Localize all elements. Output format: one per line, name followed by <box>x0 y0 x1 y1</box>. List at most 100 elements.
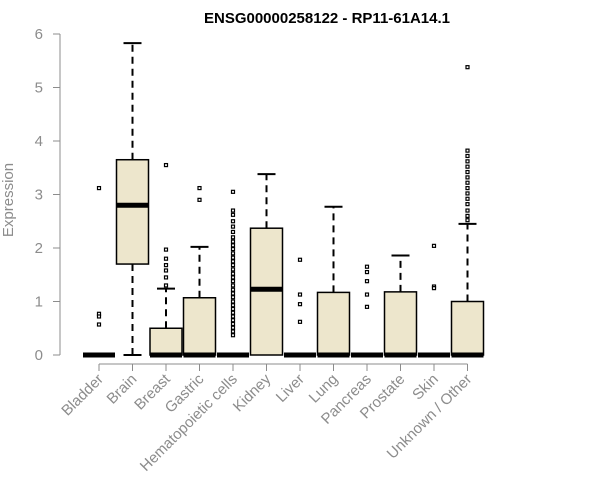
outlier-point <box>465 159 470 164</box>
outlier-point <box>230 208 236 213</box>
outlier-point <box>465 169 470 175</box>
box-iqr <box>182 297 217 356</box>
outlier-point <box>465 191 470 196</box>
outlier-point <box>230 271 236 276</box>
boxes <box>83 42 485 358</box>
outlier-point <box>465 180 470 185</box>
box-6 <box>284 257 316 358</box>
outlier-point <box>230 259 236 264</box>
box-iqr <box>316 291 351 356</box>
outlier-point <box>431 243 437 248</box>
outlier-point <box>230 267 236 272</box>
outlier-point <box>297 257 303 262</box>
outlier-point <box>230 333 236 338</box>
y-tick-label: 1 <box>35 294 43 311</box>
outlier-point <box>297 302 303 307</box>
outlier-point <box>465 185 470 191</box>
y-axis-label: Expression <box>0 163 17 237</box>
outlier-point <box>230 263 236 268</box>
outlier-point <box>465 213 470 218</box>
outlier-point <box>297 319 303 324</box>
box-8 <box>351 264 383 358</box>
outlier-point <box>431 286 437 291</box>
outlier-point <box>230 291 236 296</box>
box-5 <box>249 173 284 356</box>
outlier-point <box>230 235 236 240</box>
outlier-point <box>230 321 236 327</box>
box-iqr <box>450 300 485 356</box>
outlier-point <box>364 279 370 284</box>
outlier-point <box>465 218 470 223</box>
box-2 <box>149 162 183 358</box>
x-tick-label: Kidney <box>230 370 275 415</box>
outlier-point <box>230 246 236 252</box>
y-tick-label: 3 <box>35 187 43 204</box>
outlier-point <box>230 303 236 308</box>
outlier-point <box>230 306 236 312</box>
outlier-point <box>465 175 470 180</box>
outlier-point <box>163 283 169 288</box>
outlier-point <box>230 255 236 260</box>
outlier-point <box>297 292 303 297</box>
outlier-point <box>197 197 202 202</box>
y-tick-label: 6 <box>35 26 43 43</box>
outlier-point <box>465 202 470 207</box>
outlier-point <box>465 153 470 159</box>
box-iqr <box>149 327 183 356</box>
outlier-point <box>230 287 236 292</box>
outlier-point <box>230 251 236 256</box>
y-tick-label: 5 <box>35 80 43 97</box>
y-tick-label: 2 <box>35 240 43 257</box>
outlier-point <box>163 275 169 280</box>
box-3 <box>182 185 217 358</box>
outlier-point <box>230 224 236 229</box>
outlier-point <box>96 322 102 327</box>
box-0 <box>83 185 115 358</box>
x-tick-label: Bladder <box>58 371 107 420</box>
box-iqr <box>115 158 150 265</box>
box-7 <box>316 205 351 358</box>
box-10 <box>418 243 450 358</box>
outlier-point <box>465 65 470 70</box>
outlier-point <box>465 208 470 213</box>
outlier-point <box>163 263 169 268</box>
outlier-point <box>163 247 169 252</box>
outlier-point <box>197 185 202 191</box>
box-4 <box>217 189 249 358</box>
outlier-point <box>230 275 236 280</box>
outlier-point <box>230 299 236 304</box>
outlier-point <box>230 279 236 284</box>
outlier-point <box>230 318 236 323</box>
outlier-point <box>96 314 102 319</box>
outlier-point <box>163 256 169 261</box>
outlier-point <box>364 292 370 297</box>
outlier-point <box>230 325 236 330</box>
outlier-point <box>364 264 370 269</box>
box-1 <box>115 42 150 356</box>
outlier-point <box>364 304 370 309</box>
outlier-point <box>465 196 470 201</box>
y-tick-label: 0 <box>35 347 43 364</box>
outlier-point <box>230 229 236 235</box>
outlier-point <box>163 162 169 168</box>
y-tick-label: 4 <box>35 133 43 150</box>
chart-title: ENSG00000258122 - RP11-61A14.1 <box>204 10 450 27</box>
box-11 <box>450 65 485 358</box>
x-tick-label: Liver <box>273 371 308 406</box>
outlier-point <box>364 269 370 275</box>
outlier-point <box>163 268 169 273</box>
outlier-point <box>230 239 236 244</box>
outlier-point <box>465 164 470 169</box>
box-9 <box>383 254 418 358</box>
outlier-point <box>230 295 236 300</box>
outlier-point <box>230 310 236 315</box>
box-iqr <box>383 291 418 356</box>
outlier-point <box>230 283 236 288</box>
outlier-point <box>96 185 102 191</box>
outlier-point <box>465 148 470 153</box>
y-axis: 0 1 2 3 4 5 6 <box>35 26 61 364</box>
outlier-point <box>230 189 236 194</box>
outlier-point <box>230 329 236 334</box>
